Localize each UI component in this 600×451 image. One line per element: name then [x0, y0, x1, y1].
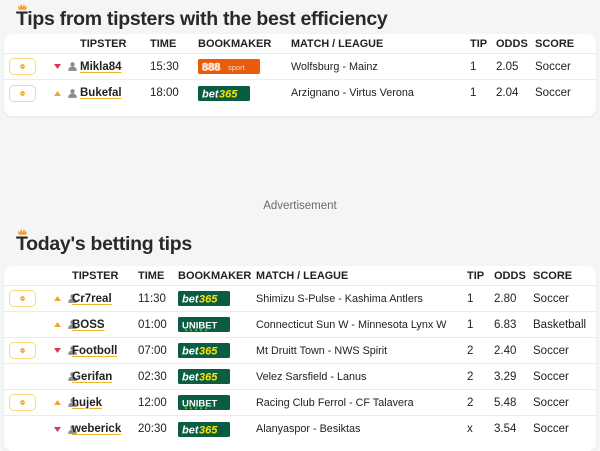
svg-text:365: 365	[199, 424, 218, 436]
svg-text:bet: bet	[182, 372, 200, 384]
svg-text:365: 365	[219, 88, 238, 100]
svg-text:bet: bet	[182, 294, 200, 306]
svg-text:UNIBET: UNIBET	[182, 321, 218, 332]
svg-text:365: 365	[199, 294, 218, 306]
svg-text:365: 365	[199, 346, 218, 358]
svg-text:365: 365	[199, 372, 218, 384]
svg-text:888: 888	[202, 62, 220, 74]
svg-text:bet: bet	[202, 88, 220, 100]
svg-text:UNIBET: UNIBET	[182, 399, 218, 410]
svg-text:bet: bet	[182, 424, 200, 436]
svg-text:sport: sport	[228, 63, 246, 72]
svg-text:bet: bet	[182, 346, 200, 358]
